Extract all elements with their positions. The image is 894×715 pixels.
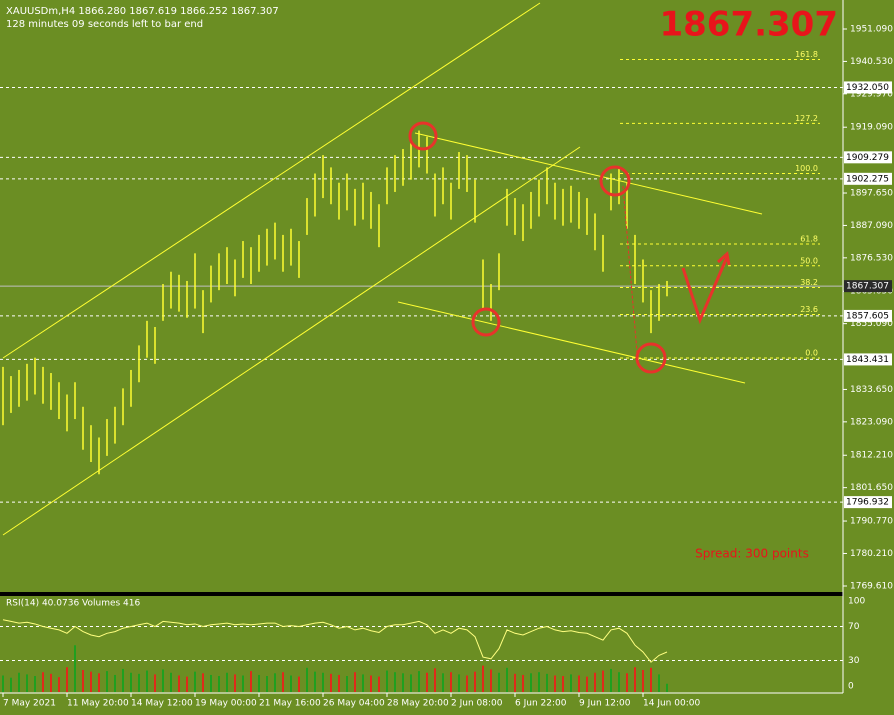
x-tick-label: 14 May 12:00: [131, 699, 193, 709]
trend-line: [397, 301, 746, 384]
y-tick-label: 1951.090: [850, 25, 893, 35]
channel-line: [2, 146, 581, 536]
timer: 128 minutes 09 seconds left to bar end: [6, 19, 203, 30]
fib-label: 23.6: [800, 305, 818, 314]
x-tick-label: 26 May 04:00: [323, 699, 385, 709]
level-label-box: [844, 151, 892, 164]
circle-marker: [635, 342, 667, 374]
level-label: 1909.279: [846, 153, 889, 163]
circle-marker: [599, 165, 631, 197]
arrow: [681, 256, 729, 325]
x-tick-label: 19 May 00:00: [195, 699, 257, 709]
x-tick-label: 6 Jun 22:00: [515, 699, 567, 709]
fib-label: 127.2: [795, 114, 818, 123]
last-price-big: 1867.307: [659, 5, 838, 45]
bars: [2, 130, 668, 475]
y-tick-label: 1801.650: [850, 483, 893, 493]
y-tick-label: 1876.530: [850, 253, 893, 263]
time-axis: [0, 693, 894, 715]
level-label: 1902.275: [846, 174, 889, 184]
fib-label: 61.8: [800, 234, 818, 243]
y-tick-label: 1929.970: [850, 89, 893, 99]
x-tick-label: 2 Jun 08:00: [451, 699, 503, 709]
y-tick-label: 1833.650: [850, 385, 893, 395]
y-tick-label: 1855.090: [850, 319, 893, 329]
level-label-box: [844, 81, 892, 94]
level-label-box: [844, 309, 892, 322]
indicator-panel: [0, 596, 843, 693]
trend-line: [414, 132, 763, 215]
indicator-title: RSI(14) 40.0736 Volumes 416: [6, 599, 141, 609]
fib-label: 0.0: [805, 348, 818, 357]
x-tick-label: 11 May 20:00: [67, 699, 129, 709]
y-tick-label: 30: [848, 656, 860, 666]
y-tick-label: 1780.210: [850, 549, 893, 559]
y-tick-label: 1887.090: [850, 221, 893, 231]
fib-label: 50.0: [800, 256, 818, 265]
level-label: 1843.431: [846, 355, 889, 365]
x-tick-label: 28 May 20:00: [387, 699, 449, 709]
channel-line: [2, 2, 541, 359]
annotations: [2, 2, 763, 536]
y-tick-label: 1812.210: [850, 451, 893, 461]
level-label-box: [844, 496, 892, 509]
spread: Spread: 300 points: [695, 547, 809, 561]
circle-marker: [471, 307, 501, 337]
level-label: 1796.932: [846, 498, 889, 508]
level-label: 1857.605: [846, 311, 889, 321]
price-panel: [0, 0, 843, 592]
level-label-box: [844, 353, 892, 366]
dashed-line: [622, 185, 638, 353]
y-tick-label: 1790.770: [850, 517, 893, 527]
circle-marker: [408, 121, 438, 151]
fib-label: 38.2: [800, 278, 818, 287]
rsi-line: [2, 619, 668, 663]
y-tick-label: 1919.090: [850, 123, 893, 133]
x-tick-label: 21 May 16:00: [259, 699, 321, 709]
last-price-box: [844, 280, 892, 293]
markers: [408, 121, 731, 374]
last-price-label: 1867.307: [846, 282, 889, 292]
fib-label: 161.8: [795, 50, 818, 59]
y-tick-label: 1823.090: [850, 417, 893, 427]
x-tick-label: 7 May 2021: [3, 699, 56, 709]
y-tick-label: 1769.610: [850, 581, 893, 591]
x-tick-label: 9 Jun 12:00: [579, 699, 631, 709]
level-label: 1932.050: [846, 83, 889, 93]
y-tick-label: 70: [848, 622, 860, 632]
symbol-line: XAUUSDm,H4 1866.280 1867.619 1866.252 18…: [6, 6, 279, 17]
arrow-head: [717, 251, 731, 266]
level-label-box: [844, 172, 892, 185]
y-tick-label: 1940.530: [850, 57, 893, 67]
y-tick-label: 100: [848, 597, 865, 607]
y-tick-label: 0: [848, 682, 854, 692]
x-tick-label: 14 Jun 00:00: [643, 699, 700, 709]
fib-label: 100.0: [795, 164, 818, 173]
indicator: [0, 619, 843, 692]
y-tick-label: 1897.650: [850, 189, 893, 199]
